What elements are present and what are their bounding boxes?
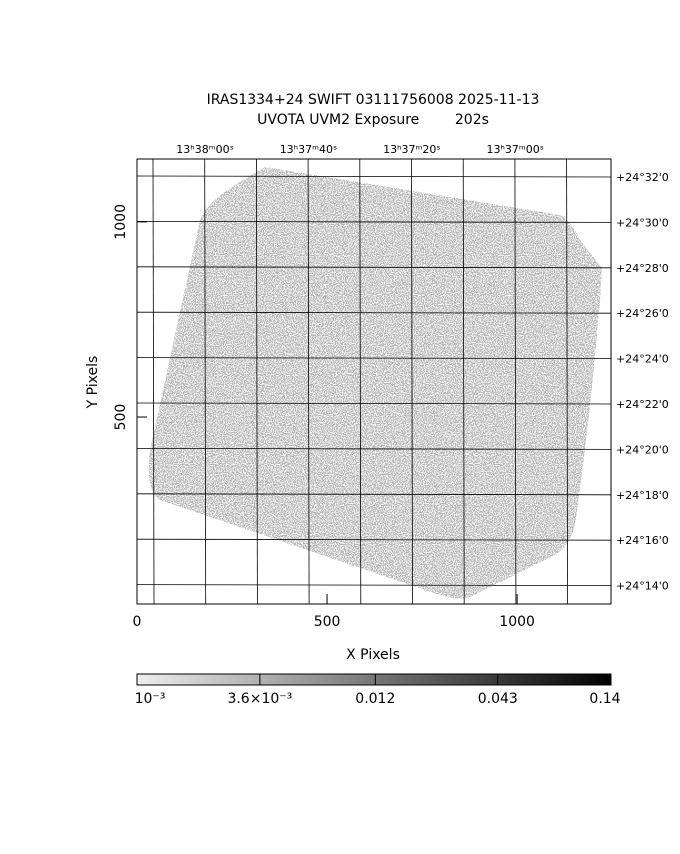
dec-label: +24°28'0	[616, 262, 669, 275]
colorbar-tick-label: 0.14	[589, 691, 620, 707]
ra-label: 13ʰ37ᵐ40ˢ	[280, 143, 337, 156]
ra-grid-line	[152, 158, 155, 605]
colorbar	[136, 673, 612, 686]
dec-grid-line	[136, 266, 612, 269]
dec-grid-line	[136, 493, 612, 496]
ra-grid-line	[359, 158, 362, 605]
colorbar-tick-label: 10⁻³	[135, 691, 166, 707]
dec-grid-line	[136, 175, 612, 178]
dec-label: +24°24'0	[616, 353, 669, 366]
exposure-image	[148, 167, 602, 599]
x-tick-label: 500	[314, 614, 341, 630]
dec-grid-line	[136, 447, 612, 450]
dec-grid-line	[136, 357, 612, 360]
plot-frame	[136, 158, 612, 605]
ra-grid-line	[411, 158, 413, 605]
ra-label: 13ʰ38ᵐ00ˢ	[176, 143, 233, 156]
ra-label: 13ʰ37ᵐ20ˢ	[383, 143, 440, 156]
dec-label: +24°22'0	[616, 398, 669, 411]
dec-label: +24°30'0	[616, 216, 669, 229]
colorbar-tick-label: 3.6×10⁻³	[227, 691, 292, 707]
ra-grid-line	[307, 158, 310, 605]
dec-grid-line	[136, 220, 612, 223]
chart-subtitle: UVOTA UVM2 Exposure 202s	[257, 112, 489, 128]
y-tick-label: 500	[113, 404, 129, 431]
dec-label: +24°18'0	[616, 489, 669, 502]
y-tick-label: 1000	[113, 204, 129, 240]
ra-grid-line	[255, 158, 258, 605]
dec-label: +24°26'0	[616, 307, 669, 320]
ra-grid-line	[514, 158, 517, 605]
y-axis-label: Y Pixels	[85, 356, 101, 410]
dec-grid-line	[136, 584, 612, 586]
ra-grid-line	[204, 158, 207, 605]
dec-label: +24°16'0	[616, 534, 669, 547]
x-axis-label: X Pixels	[346, 647, 400, 663]
ra-label: 13ʰ37ᵐ00ˢ	[486, 143, 543, 156]
dec-grid-line	[136, 311, 612, 314]
dec-grid-line	[136, 402, 612, 405]
dec-label: +24°32'0	[616, 171, 669, 184]
colorbar-tick-label: 0.043	[478, 691, 518, 707]
colorbar-tick-label: 0.012	[355, 691, 395, 707]
dec-grid-line	[136, 538, 612, 541]
ra-grid-line	[566, 158, 568, 605]
dec-label: +24°20'0	[616, 443, 669, 456]
x-tick-label: 0	[133, 614, 142, 630]
chart-title: IRAS1334+24 SWIFT 03111756008 2025-11-13	[207, 92, 540, 108]
ra-grid-line	[462, 158, 465, 605]
dec-label: +24°14'0	[616, 580, 669, 593]
x-tick-label: 1000	[499, 614, 535, 630]
